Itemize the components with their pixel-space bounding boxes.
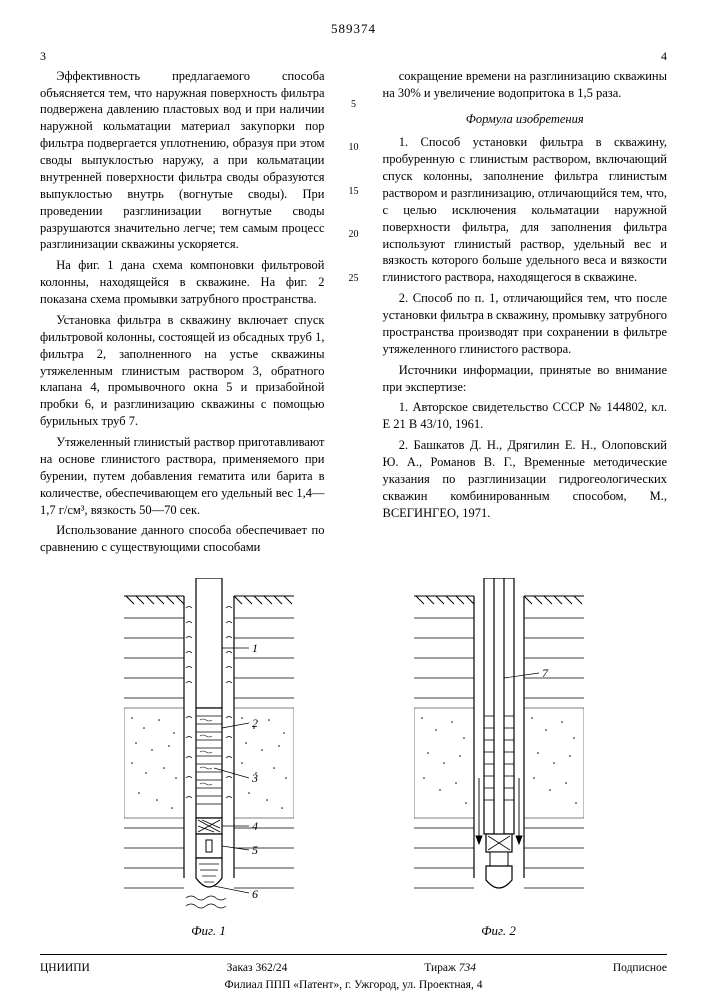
line-mark: 15 bbox=[347, 185, 361, 199]
figure-1-caption: Фиг. 1 bbox=[191, 922, 226, 940]
paragraph: Использование данного способа обеспечива… bbox=[40, 522, 325, 556]
fig1-label-6: 6 bbox=[252, 887, 258, 901]
figure-1: 1 2 3 4 5 6 Фиг. 1 bbox=[124, 578, 294, 940]
line-mark: 25 bbox=[347, 272, 361, 286]
line-mark: 20 bbox=[347, 228, 361, 242]
footer-order: Заказ 362/24 bbox=[227, 961, 288, 977]
left-column-number: 3 bbox=[40, 48, 46, 64]
figure-2-svg: 7 bbox=[414, 578, 584, 918]
fig1-label-4: 4 bbox=[252, 819, 258, 833]
sources-heading: Источники информации, принятые во вниман… bbox=[383, 362, 668, 396]
figures-row: 1 2 3 4 5 6 Фиг. 1 bbox=[40, 578, 667, 940]
footer-tirazh-value: 734 bbox=[459, 962, 476, 974]
paragraph: На фиг. 1 дана схема компоновки фильтров… bbox=[40, 257, 325, 308]
claim: 1. Способ установки фильтра в скважину, … bbox=[383, 134, 668, 286]
line-mark: 5 bbox=[347, 98, 361, 112]
right-column: сокращение времени на разглинизацию сква… bbox=[383, 68, 668, 561]
paragraph: сокращение времени на разглинизацию сква… bbox=[383, 68, 668, 102]
figure-2: 7 Фиг. 2 bbox=[414, 578, 584, 940]
patent-page: 589374 3 4 Эффективность предлагаемого с… bbox=[0, 0, 707, 1004]
footer-org: ЦНИИПИ bbox=[40, 961, 90, 977]
fig1-label-1: 1 bbox=[252, 641, 258, 655]
fig1-label-5: 5 bbox=[252, 843, 258, 857]
footer-tirazh: Тираж 734 bbox=[424, 961, 476, 977]
formula-heading: Формула изобретения bbox=[383, 111, 668, 128]
fig1-label-3: 3 bbox=[251, 771, 258, 785]
text-columns: Эффективность предлагаемого способа объя… bbox=[40, 68, 667, 561]
figure-2-caption: Фиг. 2 bbox=[481, 922, 516, 940]
footer-address: Филиал ППП «Патент», г. Ужгород, ул. Про… bbox=[40, 978, 667, 994]
footer-tirazh-label: Тираж bbox=[424, 962, 456, 974]
fig2-label-7: 7 bbox=[542, 666, 549, 680]
left-column: Эффективность предлагаемого способа объя… bbox=[40, 68, 325, 561]
footer-podpis: Подписное bbox=[613, 961, 667, 977]
fig1-label-2: 2 bbox=[252, 716, 258, 730]
figure-1-svg: 1 2 3 4 5 6 bbox=[124, 578, 294, 918]
paragraph: Установка фильтра в скважину включает сп… bbox=[40, 312, 325, 430]
right-column-number: 4 bbox=[661, 48, 667, 64]
line-mark: 10 bbox=[347, 141, 361, 155]
column-numbers-row: 3 4 bbox=[40, 48, 667, 64]
document-number: 589374 bbox=[40, 20, 667, 38]
line-number-gutter: 5 10 15 20 25 bbox=[347, 68, 361, 561]
claim: 2. Способ по п. 1, отличающийся тем, что… bbox=[383, 290, 668, 358]
source: 1. Авторское свидетельство СССР № 144802… bbox=[383, 399, 668, 433]
page-footer: ЦНИИПИ Заказ 362/24 Тираж 734 Подписное … bbox=[40, 954, 667, 994]
source: 2. Башкатов Д. Н., Дрягилин Е. Н., Олопо… bbox=[383, 437, 668, 521]
paragraph: Эффективность предлагаемого способа объя… bbox=[40, 68, 325, 254]
paragraph: Утяжеленный глинистый раствор приготавли… bbox=[40, 434, 325, 518]
